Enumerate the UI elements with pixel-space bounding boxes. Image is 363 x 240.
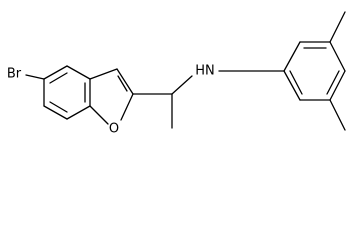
molecule-diagram: Br O HN — [7, 11, 346, 137]
bond — [171, 75, 193, 95]
bond — [66, 65, 91, 80]
bond — [25, 74, 45, 80]
bond — [43, 105, 68, 120]
bond — [283, 41, 301, 72]
bond — [283, 70, 301, 101]
page: Br O HN (() => { const data = JSON.parse… — [6, 11, 346, 137]
bond — [329, 11, 346, 43]
bond — [43, 65, 68, 80]
bond — [66, 105, 91, 120]
double-bond-inner — [117, 75, 128, 92]
bond — [329, 99, 346, 131]
bond — [116, 68, 134, 95]
atom-label: HN — [195, 64, 215, 79]
bond — [120, 93, 134, 121]
double-bond-inner — [49, 101, 68, 113]
bonds — [25, 11, 346, 131]
bond — [329, 41, 346, 72]
double-bond-inner — [326, 70, 340, 95]
atom-label: O — [109, 122, 119, 137]
double-bond-inner — [289, 70, 303, 95]
bond — [329, 70, 346, 101]
bond — [89, 68, 118, 80]
bond — [89, 105, 109, 125]
atom-label: Br — [7, 67, 22, 82]
double-bond-inner — [49, 72, 68, 84]
